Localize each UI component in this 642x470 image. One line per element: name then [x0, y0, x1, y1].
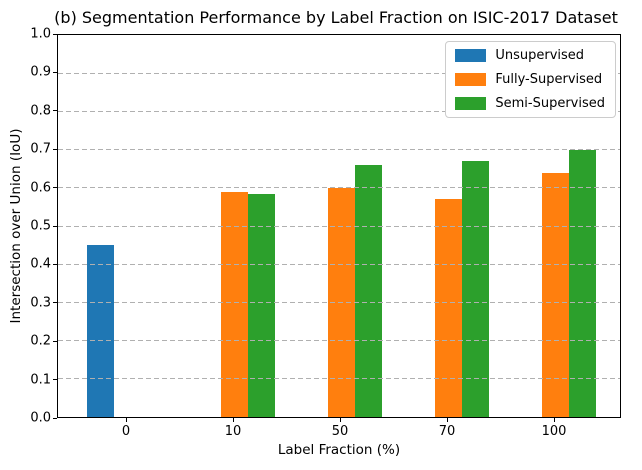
- bar-fully-supervised-10: [220, 191, 248, 417]
- bar-fully-supervised-70: [434, 199, 462, 417]
- bar-unsupervised-0: [86, 245, 114, 417]
- x-tick-mark-100: [553, 418, 555, 422]
- legend-label-fully-supervised: Fully-Supervised: [495, 72, 603, 87]
- y-tick-label-0.6: 0.6: [30, 180, 51, 196]
- y-tick-label-1.0: 1.0: [30, 26, 51, 42]
- gridline-0.1: [58, 378, 620, 380]
- y-tick-mark-0.0: [53, 417, 57, 419]
- y-tick-mark-0.8: [53, 110, 57, 112]
- legend-item-fully-supervised: Fully-Supervised: [455, 72, 605, 87]
- gridline-0.8: [58, 110, 620, 112]
- y-tick-label-0.0: 0.0: [30, 410, 51, 426]
- y-tick-mark-0.1: [53, 379, 57, 381]
- y-tick-label-0.8: 0.8: [30, 103, 51, 119]
- y-tick-mark-0.6: [53, 187, 57, 189]
- bar-semi-supervised-70: [461, 161, 489, 417]
- x-tick-mark-10: [232, 418, 234, 422]
- bar-fully-supervised-100: [541, 172, 569, 417]
- y-tick-mark-0.9: [53, 71, 57, 73]
- y-tick-label-0.3: 0.3: [30, 295, 51, 311]
- gridline-0.6: [58, 187, 620, 189]
- bar-semi-supervised-100: [568, 149, 596, 417]
- gridline-0.9: [58, 72, 620, 74]
- y-tick-mark-0.5: [53, 225, 57, 227]
- y-tick-label-0.4: 0.4: [30, 256, 51, 272]
- y-tick-label-0.7: 0.7: [30, 141, 51, 157]
- x-tick-label-0: 0: [121, 424, 131, 439]
- legend-swatch-fully-supervised: [455, 73, 487, 86]
- x-tick-mark-0: [125, 418, 127, 422]
- x-tick-mark-70: [446, 418, 448, 422]
- gridline-0.2: [58, 340, 620, 342]
- y-tick-label-0.5: 0.5: [30, 218, 51, 234]
- x-tick-label-10: 10: [224, 424, 242, 439]
- legend-item-unsupervised: Unsupervised: [455, 48, 605, 63]
- bar-semi-supervised-10: [247, 193, 275, 417]
- y-axis-label: Intersection over Union (IoU): [8, 128, 24, 324]
- y-tick-label-0.9: 0.9: [30, 64, 51, 80]
- y-tick-mark-0.7: [53, 148, 57, 150]
- legend-label-semi-supervised: Semi-Supervised: [495, 96, 605, 111]
- y-tick-mark-1.0: [53, 33, 57, 35]
- legend-swatch-unsupervised: [455, 49, 487, 62]
- gridline-0.4: [58, 263, 620, 265]
- x-axis-label: Label Fraction (%): [277, 442, 401, 458]
- y-tick-label-0.1: 0.1: [30, 372, 51, 388]
- x-tick-label-100: 100: [541, 424, 567, 439]
- y-tick-mark-0.4: [53, 263, 57, 265]
- gridline-0.3: [58, 301, 620, 303]
- gridline-0.7: [58, 149, 620, 151]
- y-tick-mark-0.2: [53, 340, 57, 342]
- y-tick-mark-0.3: [53, 302, 57, 304]
- x-tick-label-50: 50: [331, 424, 349, 439]
- y-tick-label-0.2: 0.2: [30, 333, 51, 349]
- legend-item-semi-supervised: Semi-Supervised: [455, 96, 605, 111]
- x-tick-mark-50: [339, 418, 341, 422]
- chart-title: (b) Segmentation Performance by Label Fr…: [54, 8, 618, 27]
- plot-area: Unsupervised Fully-Supervised Semi-Supervi…: [57, 34, 621, 418]
- bar-semi-supervised-50: [354, 164, 382, 417]
- legend-label-unsupervised: Unsupervised: [495, 48, 585, 63]
- gridline-0.5: [58, 225, 620, 227]
- legend: Unsupervised Fully-Supervised Semi-Supervi…: [445, 41, 616, 118]
- legend-swatch-semi-supervised: [455, 97, 487, 110]
- x-tick-label-70: 70: [438, 424, 456, 439]
